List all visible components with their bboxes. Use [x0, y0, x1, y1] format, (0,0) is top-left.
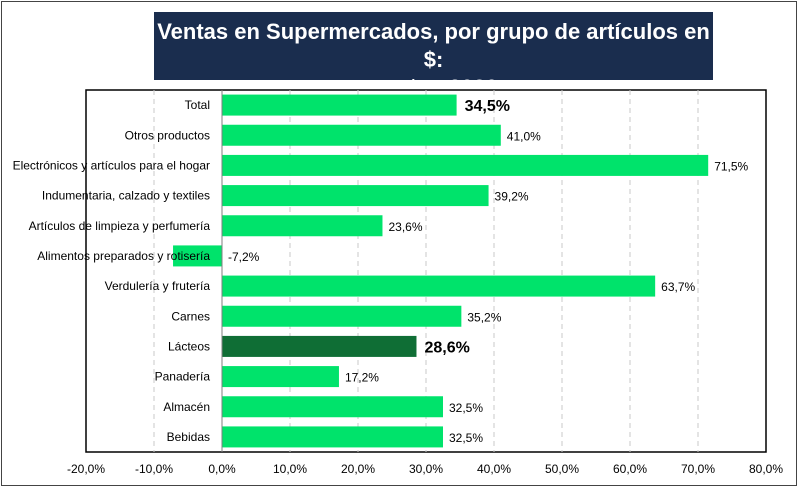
bar — [222, 124, 501, 146]
category-label: Bebidas — [167, 430, 210, 444]
category-label: Alimentos preparados y rotisería — [37, 249, 210, 263]
category-label: Lácteos — [168, 339, 210, 353]
x-tick-label: 50,0% — [545, 462, 579, 476]
x-tick-label: 40,0% — [477, 462, 511, 476]
bar — [222, 396, 443, 418]
x-tick-label: 10,0% — [273, 462, 307, 476]
category-label: Electrónicos y artículos para el hogar — [13, 158, 210, 172]
category-label: Almacén — [163, 400, 210, 414]
bar — [173, 245, 222, 267]
category-label: Artículos de limpieza y perfumería — [29, 219, 211, 233]
x-tick-label: 80,0% — [749, 462, 783, 476]
data-label: 34,5% — [465, 98, 510, 115]
data-label: 71,5% — [714, 159, 748, 173]
bar — [222, 185, 489, 207]
bar — [222, 94, 457, 116]
data-label: 32,5% — [449, 401, 483, 415]
bar — [222, 366, 339, 388]
x-tick-label: 20,0% — [341, 462, 375, 476]
x-tick-label: 30,0% — [409, 462, 443, 476]
category-label: Otros productos — [125, 128, 210, 142]
data-label: 17,2% — [345, 371, 379, 385]
data-label: 28,6% — [424, 339, 469, 356]
data-label: 63,7% — [661, 280, 695, 294]
x-tick-label: -20,0% — [67, 462, 105, 476]
chart-title: Ventas en Supermercados, por grupo de ar… — [157, 19, 710, 72]
x-tick-label: 0,0% — [208, 462, 236, 476]
bar — [222, 275, 656, 297]
bar — [222, 215, 383, 237]
x-tick-label: 60,0% — [613, 462, 647, 476]
data-label: 23,6% — [388, 220, 422, 234]
bar — [222, 426, 443, 448]
bar — [222, 335, 417, 357]
x-tick-label: 70,0% — [681, 462, 715, 476]
data-label: 41,0% — [507, 129, 541, 143]
category-label: Total — [185, 98, 210, 112]
category-label: Panadería — [155, 370, 211, 384]
data-label: 39,2% — [495, 190, 529, 204]
chart-title-box: Ventas en Supermercados, por grupo de ar… — [154, 12, 713, 100]
bar — [222, 305, 462, 327]
category-label: Verdulería y frutería — [105, 279, 211, 293]
data-label: 32,5% — [449, 431, 483, 445]
category-label: Carnes — [171, 309, 210, 323]
data-label: 35,2% — [467, 310, 501, 324]
data-label: -7,2% — [228, 250, 260, 264]
x-tick-label: -10,0% — [135, 462, 173, 476]
category-label: Indumentaria, calzado y textiles — [42, 189, 210, 203]
bar — [222, 154, 709, 176]
